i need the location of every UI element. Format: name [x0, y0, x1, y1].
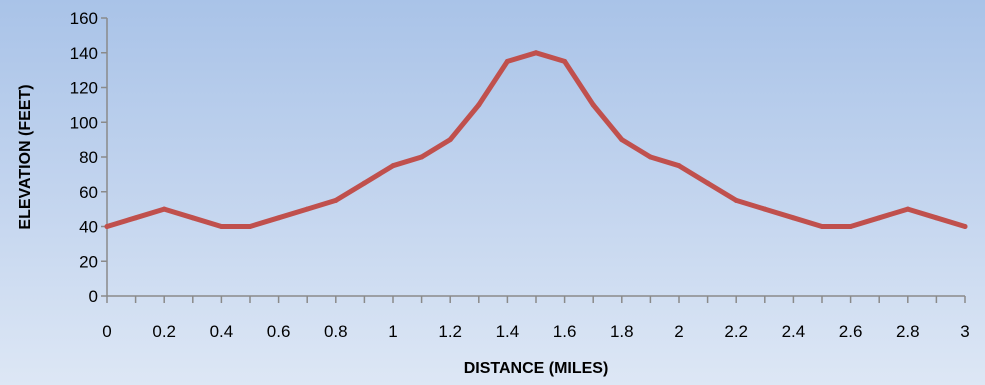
data-point — [905, 206, 911, 212]
data-point — [790, 215, 796, 221]
data-point — [562, 58, 568, 64]
x-tick-label: 0.6 — [267, 322, 291, 341]
x-tick-label: 1.4 — [496, 322, 520, 341]
data-point — [590, 102, 596, 108]
series-layer — [104, 50, 968, 229]
data-point — [276, 215, 282, 221]
y-axis-title: ELEVATION (FEET) — [17, 84, 34, 229]
x-axis-title: DISTANCE (MILES) — [464, 360, 609, 377]
y-tick-label: 120 — [70, 79, 98, 98]
data-point — [733, 197, 739, 203]
data-point — [762, 206, 768, 212]
x-tick-label: 1.6 — [553, 322, 577, 341]
x-tick-label: 2.8 — [896, 322, 920, 341]
data-point — [304, 206, 310, 212]
data-point — [247, 224, 253, 229]
x-tick-label: 1.8 — [610, 322, 634, 341]
y-tick-label: 140 — [70, 44, 98, 63]
x-tick-label: 1 — [388, 322, 397, 341]
series-line — [104, 50, 968, 229]
data-point — [647, 154, 653, 160]
data-point — [533, 50, 539, 56]
data-point — [333, 197, 339, 203]
data-point — [133, 215, 139, 221]
data-point — [476, 102, 482, 108]
data-point — [447, 137, 453, 143]
data-point — [190, 215, 196, 221]
data-point — [390, 163, 396, 169]
data-point — [619, 137, 625, 143]
y-tick-label: 160 — [70, 9, 98, 28]
data-point — [161, 206, 167, 212]
y-axis: 0 20 40 60 80 100 120 140 160 — [70, 9, 108, 306]
y-tick-label: 60 — [79, 183, 98, 202]
data-point — [876, 215, 882, 221]
data-point — [104, 224, 110, 229]
x-tick-label: 0.2 — [152, 322, 176, 341]
x-tick-label: 2.2 — [724, 322, 748, 341]
data-point — [218, 224, 224, 229]
data-point — [504, 58, 510, 64]
x-tick-label: 2 — [674, 322, 683, 341]
x-tick-label: 3 — [960, 322, 969, 341]
data-point — [933, 215, 939, 221]
data-point — [819, 224, 825, 229]
y-tick-label: 100 — [70, 113, 98, 132]
data-point — [848, 224, 854, 229]
x-axis: 0 0.2 0.4 0.6 0.8 1 1.2 1.4 1.6 1.8 2 2.2 2.4 2.6 2.8 3 — [102, 295, 970, 341]
y-tick-label: 80 — [79, 148, 98, 167]
data-point — [361, 180, 367, 186]
data-point — [705, 180, 711, 186]
data-point — [676, 163, 682, 169]
data-point — [419, 154, 425, 160]
x-tick-label: 1.2 — [438, 322, 462, 341]
x-tick-label: 2.4 — [782, 322, 806, 341]
data-point — [962, 224, 968, 229]
x-tick-label: 0.4 — [210, 322, 234, 341]
y-tick-label: 40 — [79, 218, 98, 237]
x-tick-label: 0.8 — [324, 322, 348, 341]
x-tick-label: 2.6 — [839, 322, 863, 341]
y-tick-label: 0 — [89, 287, 98, 306]
x-tick-label: 0 — [102, 322, 111, 341]
y-tick-label: 20 — [79, 252, 98, 271]
